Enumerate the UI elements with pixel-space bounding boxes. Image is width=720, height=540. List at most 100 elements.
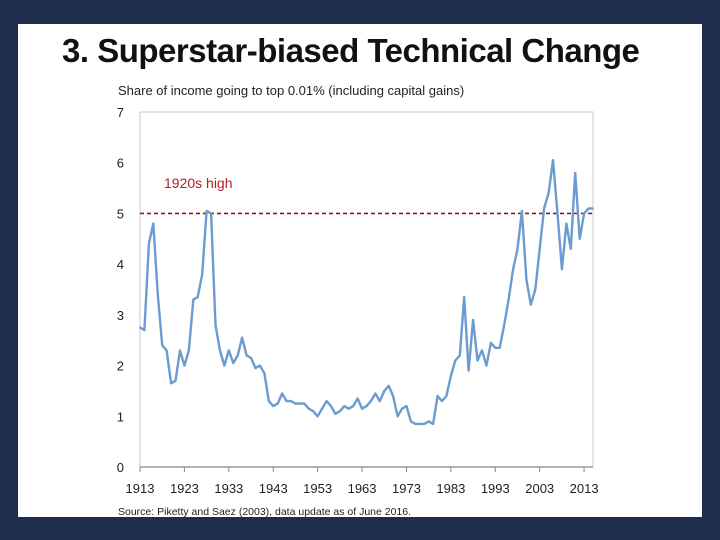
data-point [387,384,390,387]
data-point [236,354,239,357]
data-point [161,344,164,347]
data-point [347,407,350,410]
x-tick-label: 1953 [303,481,332,496]
data-point [334,412,337,415]
data-point [414,422,417,425]
data-point [241,336,244,339]
data-point [316,415,319,418]
data-point [276,402,279,405]
data-point [583,212,586,215]
data-point [232,362,235,364]
data-point [250,357,252,359]
y-tick-label: 4 [117,257,124,272]
data-point [521,209,523,212]
data-point [298,402,301,405]
data-point [374,392,377,395]
x-tick-label: 2013 [570,481,599,496]
data-point [410,420,412,423]
x-tick-label: 1973 [392,481,421,496]
data-point [214,324,217,326]
data-point [245,354,248,357]
data-point [552,159,554,162]
data-point [569,248,572,250]
data-point [396,415,399,418]
data-point [139,326,141,329]
data-point [370,400,372,402]
y-tick-label: 3 [117,308,124,323]
data-point [512,268,514,271]
data-point [463,296,466,299]
x-tick-label: 1933 [214,481,243,496]
y-tick-label: 7 [117,105,124,120]
data-point [259,364,261,367]
data-point [458,354,461,357]
data-point [432,422,435,425]
y-tick-label: 5 [117,206,124,221]
data-point [254,367,257,370]
data-point [165,349,168,352]
data-point [174,379,177,382]
data-points [139,159,594,425]
y-tick-label: 6 [117,156,124,171]
x-tick-label: 1983 [436,481,465,496]
data-point [152,222,155,225]
data-point [423,422,426,425]
data-point [294,402,297,405]
data-point [343,405,346,408]
data-point [525,278,528,281]
data-point [507,298,510,301]
data-point [285,400,288,402]
y-axis-ticks: 0 1 2 3 4 5 6 7 [117,105,124,475]
data-point [498,346,501,349]
data-point [392,395,395,397]
data-point [476,359,479,362]
plot-area-frame [139,111,594,468]
data-point [281,392,284,395]
data-point [263,372,266,375]
data-point [290,400,292,402]
data-point [219,349,221,352]
data-point [427,420,430,423]
data-point [401,407,403,410]
data-point [556,212,559,215]
data-point [361,407,363,410]
data-point [418,422,421,425]
x-tick-label: 1993 [481,481,510,496]
data-point [147,242,150,245]
data-point [578,237,581,240]
x-axis-ticks: 1913 1923 1933 1943 1953 1963 1973 1983 1993 2003… [126,467,599,496]
data-point [441,400,443,402]
data-point [223,364,226,367]
data-point [272,405,275,408]
data-point [156,293,159,296]
data-point [352,405,355,408]
data-point [574,171,577,174]
y-tick-label: 0 [117,460,124,475]
data-point [489,341,492,344]
data-point [472,319,474,321]
data-point [227,349,230,352]
data-point [405,405,408,408]
data-point [330,405,332,408]
x-tick-label: 1963 [348,481,377,496]
data-point [192,298,195,301]
data-point [529,303,532,306]
data-point [516,248,519,250]
data-point [325,400,328,402]
reference-line-label: 1920s high [164,175,233,191]
y-tick-label: 2 [117,359,124,374]
x-tick-label: 1943 [259,481,288,496]
data-point [565,222,568,225]
data-point [356,397,359,400]
data-point [205,209,208,212]
data-point [481,349,483,352]
data-point [201,273,204,276]
data-point [592,207,594,210]
data-point [187,349,190,352]
data-point [170,382,172,385]
data-point [338,410,341,413]
data-point [143,329,146,331]
data-point [303,402,306,405]
data-point [321,407,323,410]
